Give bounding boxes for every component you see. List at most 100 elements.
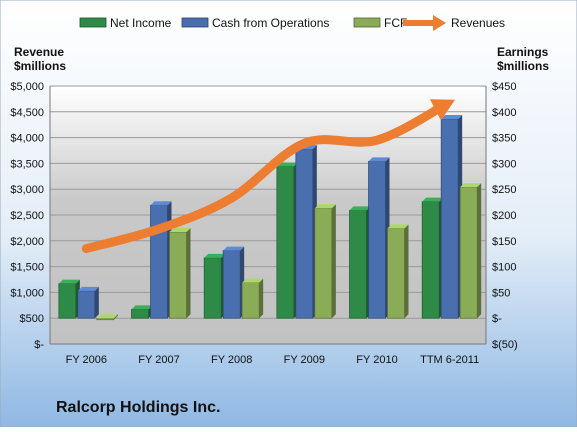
right-tick-label: $400 [492,107,516,119]
x-tick-label: TTM 6-2011 [420,354,479,366]
bar-cash-from-operations [295,144,317,319]
left-tick-label: $4,000 [10,133,44,145]
bar-top [441,115,463,120]
bar-top [242,278,264,283]
bar-fcf [96,314,118,321]
right-axis-title-line-2: $millions [497,59,549,73]
bar-fcf [314,204,336,319]
bar-face [421,201,440,319]
bar-cash-from-operations [77,286,99,319]
bar-fcf [459,183,482,319]
legend-label: Revenues [451,16,505,30]
legend: Net Income Cash from Operations FCF Revenue… [79,15,505,31]
right-tick-label: $250 [492,184,516,196]
bars [58,115,482,321]
bar-face [459,186,478,319]
bar-face [58,283,77,319]
left-tick-label: $3,500 [10,158,44,170]
bar-top [169,228,191,233]
bar-side [477,183,482,319]
bar-side [331,204,336,319]
right-tick-label: $100 [492,262,516,274]
left-tick-label: $4,500 [10,107,44,119]
bar-side [186,228,191,319]
left-tick-label: $- [34,339,44,351]
bar-net-income [276,162,298,319]
bar-top [58,279,80,284]
bar-face [368,160,386,319]
bar-fcf [241,278,264,319]
right-tick-label: $350 [492,133,516,145]
bar-net-income [203,253,226,319]
bar-top [223,246,245,251]
axes: $- $500 $1,000 $1,500 $2,000 $2,500 $3,000 $3,5… [10,81,517,366]
right-axis-title-line-1: Earnings [497,45,549,59]
bar-face [169,231,187,319]
bar-side [259,278,264,319]
bar-top [96,314,118,319]
left-tick-label: $2,500 [10,210,44,222]
revenue-arrowhead [429,99,455,121]
company-name: Ralcorp Holdings Inc. [56,399,220,416]
bar-side [404,224,409,319]
legend-label: Cash from Operations [212,16,329,30]
bar-face [276,166,295,319]
bar-face [222,250,241,319]
x-tick-label: FY 2006 [66,354,107,366]
right-tick-label: $200 [492,210,516,222]
bar-net-income [349,206,371,319]
bar-fcf [387,224,409,319]
bar-side [113,314,118,320]
bar-face [440,118,459,319]
left-tick-label: $500 [20,313,44,325]
legend-swatch [353,17,381,28]
legend-label: FCF [384,16,407,30]
bar-face [96,317,115,321]
bar-fcf [169,228,191,319]
bar-top [77,286,99,291]
bar-face [131,309,149,319]
bar-face [387,228,405,319]
bar-face [241,282,260,319]
bar-cash-from-operations [150,201,172,319]
x-tick-label: FY 2009 [284,354,325,366]
bar-top [276,162,298,167]
right-tick-label: $- [492,313,502,325]
legend-swatch [181,17,209,28]
bar-net-income [58,279,80,319]
bar-top [204,253,226,258]
left-tick-label: $2,000 [10,236,44,248]
bar-face [349,210,367,319]
bar-face [203,257,222,319]
revenue-line [81,101,448,254]
bar-net-income [131,305,153,319]
bar-net-income [421,197,444,319]
bar-face [314,207,333,319]
bar-cash-from-operations [368,157,390,319]
bar-side [94,286,99,319]
bar-top [387,224,409,229]
left-tick-label: $5,000 [10,81,44,93]
x-tick-label: FY 2010 [356,354,397,366]
right-tick-label: $450 [492,81,516,93]
left-axis-title-line-2: $millions [14,59,66,73]
bar-cash-from-operations [222,246,245,319]
bar-top [460,183,482,188]
left-axis-title-line-1: Revenue [14,45,64,59]
revenue-line-layer [81,99,455,254]
bar-top [349,206,371,211]
bar-top [131,305,153,310]
right-tick-label: $(50) [492,339,518,351]
left-tick-label: $3,000 [10,184,44,196]
bar-cash-from-operations [440,115,463,319]
bar-face [77,290,96,319]
x-tick-label: FY 2008 [211,354,252,366]
right-tick-label: $300 [492,158,516,170]
right-tick-label: $150 [492,236,516,248]
left-tick-label: $1,000 [10,287,44,299]
legend-swatch [79,17,107,28]
right-tick-label: $50 [492,287,510,299]
bar-top [314,204,336,209]
